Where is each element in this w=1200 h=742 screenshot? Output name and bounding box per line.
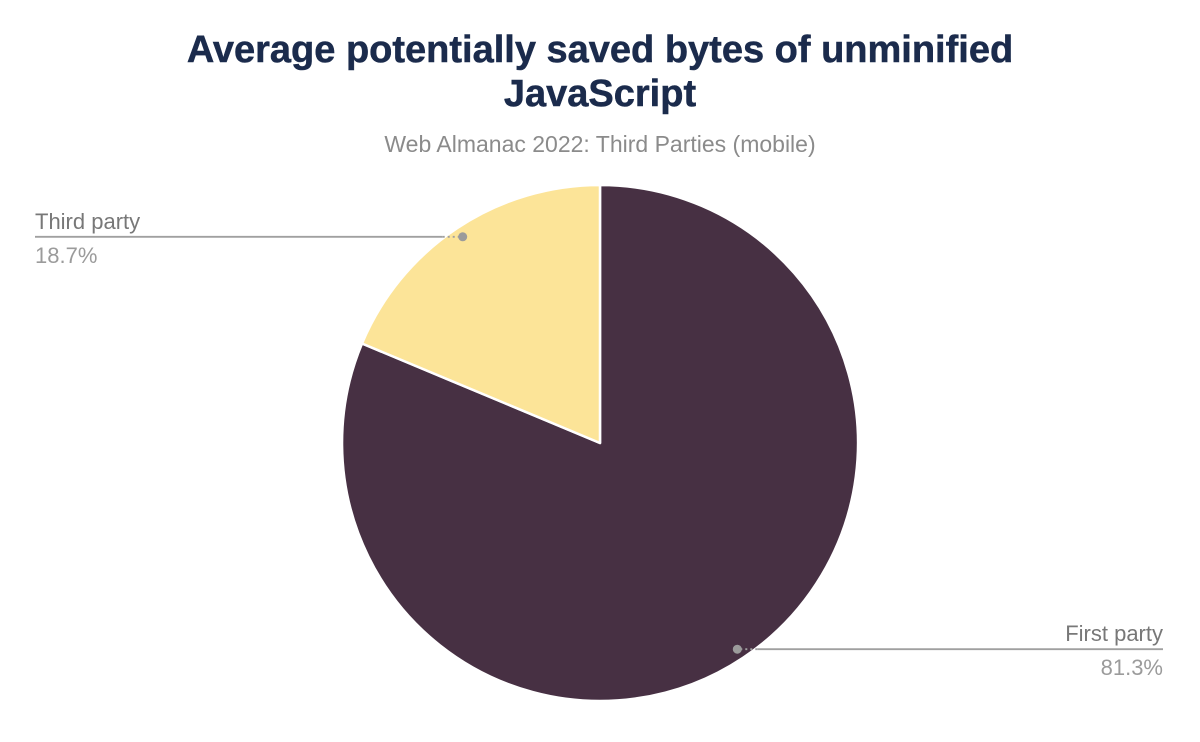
label-connectors — [35, 232, 1163, 654]
chart-subtitle: Web Almanac 2022: Third Parties (mobile) — [384, 130, 816, 157]
pie-slices — [340, 183, 860, 703]
connector-dot-third-party — [458, 232, 468, 242]
connector-dot-first-party — [732, 644, 742, 654]
chart-title: Average potentially saved bytes of unmin… — [186, 29, 1014, 116]
slice-value-first-party: 81.3% — [1101, 655, 1163, 680]
pie-slice-third-party[interactable] — [360, 183, 602, 445]
slice-labels: First party 81.3% Third party 18.7% — [35, 209, 1163, 680]
slice-label-third-party: Third party — [35, 209, 140, 234]
slice-label-first-party: First party — [1065, 621, 1163, 646]
slice-value-third-party: 18.7% — [35, 243, 97, 268]
